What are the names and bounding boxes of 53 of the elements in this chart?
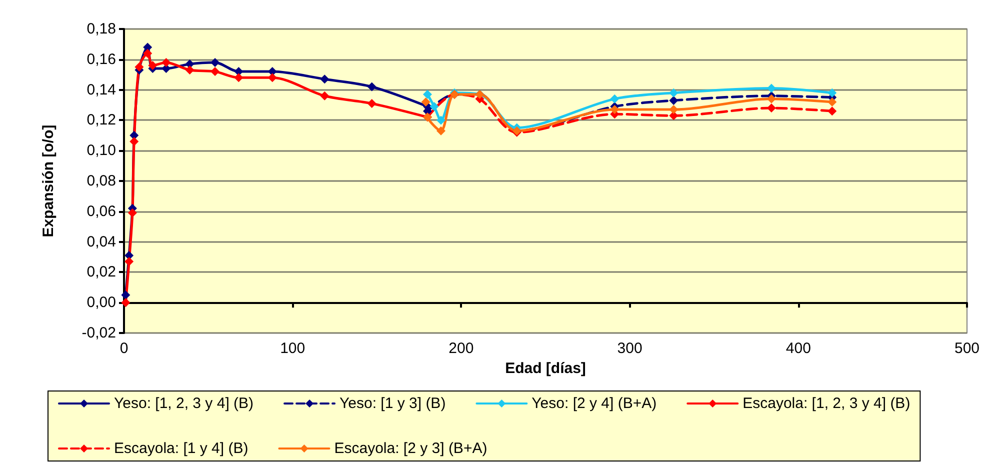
- point: [162, 58, 171, 67]
- y-tick-label: 0,14: [86, 81, 116, 98]
- point: [134, 62, 144, 72]
- y-tick-label: 0,18: [86, 20, 116, 38]
- point: [210, 58, 220, 67]
- y-axis-title: Expansión [o/o]: [40, 124, 57, 238]
- y-tick-label: 0,06: [86, 202, 116, 220]
- y-tick-label: 0,02: [86, 264, 116, 281]
- point: [320, 91, 330, 100]
- y-tick-label: -0,02: [82, 324, 116, 342]
- y-tick-label: 0,00: [86, 294, 116, 312]
- x-tick-label: 400: [786, 340, 811, 357]
- point: [610, 94, 620, 104]
- y-tick-label: 0,10: [86, 142, 116, 160]
- point: [121, 290, 130, 300]
- point: [234, 73, 244, 82]
- legend-label: Yeso: [2 y 4] (B+A): [532, 395, 657, 412]
- point: [148, 60, 158, 70]
- point: [422, 90, 432, 99]
- point: [766, 94, 776, 104]
- point: [828, 106, 837, 116]
- point: [421, 97, 430, 106]
- point: [185, 66, 194, 75]
- point: [268, 73, 277, 82]
- x-tick-label: 200: [448, 340, 474, 357]
- legend-label: Escayola: [1, 2, 3 y 4] (B): [742, 395, 910, 412]
- y-tick-label: 0,12: [86, 112, 116, 129]
- point: [430, 102, 439, 112]
- point: [669, 96, 678, 105]
- point: [367, 98, 376, 108]
- legend-label: Yeso: [1, 2, 3 y 4] (B): [114, 395, 254, 412]
- point: [130, 136, 139, 146]
- legend-label: Yeso: [1 y 3] (B): [340, 395, 446, 412]
- point: [210, 67, 220, 76]
- point: [669, 88, 678, 98]
- legend-label: Escayola: [2 y 3] (B+A): [334, 440, 488, 457]
- y-tick-label: 0,04: [86, 233, 116, 250]
- point: [436, 116, 446, 125]
- y-tick-label: 0,08: [86, 172, 116, 190]
- y-tick-label: 0,16: [86, 50, 116, 68]
- point: [828, 97, 837, 106]
- point: [367, 82, 376, 92]
- point: [828, 88, 837, 98]
- point: [143, 48, 152, 58]
- point: [320, 74, 330, 84]
- legend-label: Escayola: [1 y 4] (B): [114, 440, 248, 457]
- x-tick-label: 100: [280, 340, 306, 357]
- x-tick-label: 300: [617, 340, 642, 357]
- point: [436, 126, 446, 136]
- x-tick-label: 0: [120, 340, 128, 357]
- point: [128, 208, 137, 218]
- x-tick-label: 500: [954, 340, 980, 357]
- x-axis-title: Edad [días]: [505, 360, 586, 377]
